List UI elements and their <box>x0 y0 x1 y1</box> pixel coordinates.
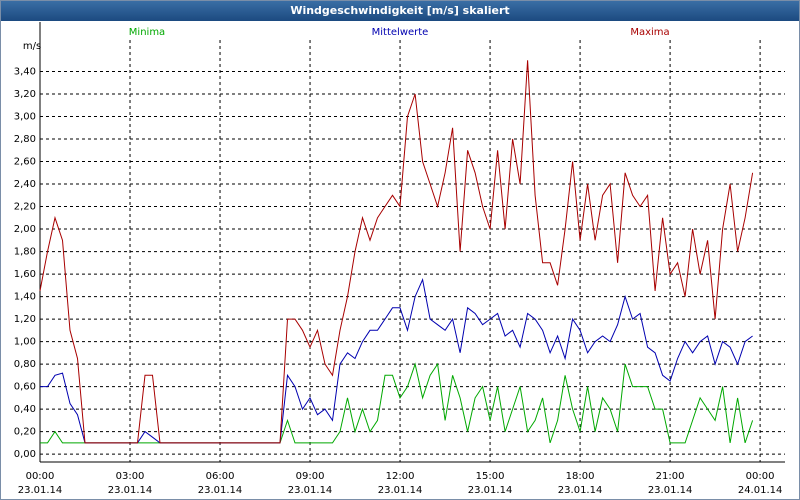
y-tick-label: 2,20 <box>14 202 36 213</box>
x-tick-label: 21:00 <box>656 471 685 482</box>
series-line <box>39 60 754 444</box>
y-tick-label: 3,40 <box>14 67 36 78</box>
x-tick-date: 23.01.14 <box>378 485 423 496</box>
x-tick-label: 09:00 <box>296 471 325 482</box>
y-tick-label: 3,20 <box>14 89 36 100</box>
x-tick-date: 23.01.14 <box>468 485 513 496</box>
x-tick-date: 23.01.14 <box>198 485 243 496</box>
y-tick-label: 1,00 <box>14 337 36 348</box>
x-tick-date: 24.01.14 <box>738 485 783 496</box>
x-tick-date: 23.01.14 <box>648 485 693 496</box>
y-tick-label: 0,00 <box>14 449 36 460</box>
legend-entry: Minima <box>129 27 165 38</box>
x-tick-date: 23.01.14 <box>558 485 603 496</box>
y-tick-label: 0,80 <box>14 359 36 370</box>
y-tick-label: 1,20 <box>14 314 36 325</box>
x-tick-date: 23.01.14 <box>18 485 63 496</box>
chart-title: Windgeschwindigkeit [m/s] skaliert <box>290 4 509 17</box>
y-tick-label: 1,40 <box>14 292 36 303</box>
series-line <box>40 362 754 444</box>
y-tick-label: 1,80 <box>14 247 36 258</box>
legend-entry: Maxima <box>630 27 669 38</box>
x-tick-date: 23.01.14 <box>288 485 333 496</box>
x-tick-label: 00:00 <box>26 471 55 482</box>
x-tick-label: 06:00 <box>206 471 235 482</box>
y-axis-label: m/s <box>23 41 41 52</box>
x-tick-label: 00:00 <box>746 471 775 482</box>
y-tick-label: 0,40 <box>14 404 36 415</box>
x-tick-label: 15:00 <box>476 471 505 482</box>
y-tick-label: 0,60 <box>14 382 36 393</box>
x-tick-label: 03:00 <box>116 471 145 482</box>
y-tick-label: 3,00 <box>14 112 36 123</box>
series-line <box>40 278 753 444</box>
x-tick-label: 12:00 <box>386 471 415 482</box>
y-tick-label: 0,20 <box>14 427 36 438</box>
y-tick-label: 1,60 <box>14 269 36 280</box>
x-tick-label: 18:00 <box>566 471 595 482</box>
x-tick-date: 23.01.14 <box>108 485 153 496</box>
y-tick-label: 2,80 <box>14 134 36 145</box>
y-tick-label: 2,60 <box>14 157 36 168</box>
legend-entry: Mittelwerte <box>372 27 429 38</box>
y-tick-label: 2,00 <box>14 224 36 235</box>
title-bar <box>1 1 799 21</box>
y-tick-label: 2,40 <box>14 179 36 190</box>
